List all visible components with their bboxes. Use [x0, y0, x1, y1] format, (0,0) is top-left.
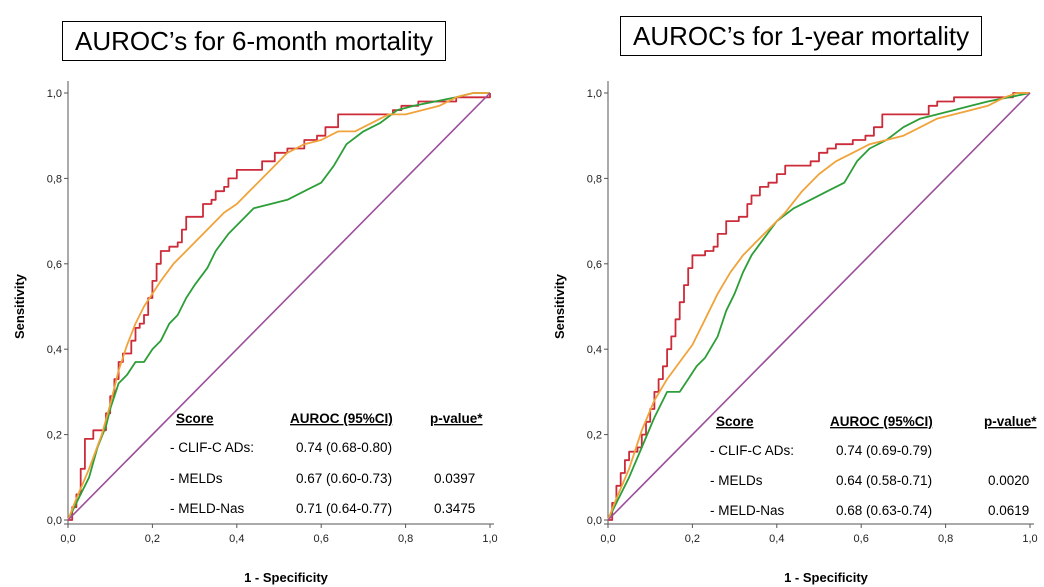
- table-cell: 0.0020: [988, 473, 1029, 488]
- y-tick-label: 1,0: [47, 88, 62, 100]
- table-cell: 0.68 (0.63-0.74): [836, 503, 932, 518]
- table-cell: 0.0619: [988, 503, 1029, 518]
- x-tick-label: 0,0: [60, 533, 75, 545]
- table-cell: - CLIF-C ADs:: [170, 440, 254, 455]
- table-header-p-value: p-value*: [984, 414, 1037, 429]
- table-cell: 0.67 (0.60-0.73): [296, 471, 392, 486]
- chart-panel-6-month: 0,0 0,2 0,4 0,6 0,8 1,0 0,0 0,2 0,4 0,6 0,8 1,0 1 - …: [12, 21, 498, 585]
- roc-curve-melds: [67, 92, 490, 521]
- table-header-score: Score: [716, 414, 754, 429]
- x-tick-label: 0,2: [145, 533, 160, 545]
- roc-curve-melds: [607, 92, 1031, 521]
- table-cell: 0.64 (0.58-0.71): [836, 473, 932, 488]
- table-header-auroc: AUROC (95%CI): [830, 414, 933, 429]
- table-cell: - MELD-Nas: [170, 501, 245, 516]
- x-axis-label: 1 - Specificity: [244, 570, 329, 585]
- table-header-p-value: p-value*: [430, 411, 483, 426]
- roc-curve-clif-c-ads: [608, 92, 1030, 521]
- y-tick-label: 0,0: [587, 515, 602, 527]
- y-tick-label: 0,4: [47, 344, 62, 356]
- roc-chart-6-month: 0,0 0,2 0,4 0,6 0,8 1,0 0,0 0,2 0,4 0,6 0,8 1,0 1 - …: [12, 81, 498, 585]
- x-tick-label: 0,2: [685, 533, 700, 545]
- y-axis-label: Sensitivity: [552, 273, 567, 339]
- y-tick-label: 0,6: [47, 259, 62, 271]
- x-tick-label: 0,6: [854, 533, 869, 545]
- table-header-score: Score: [176, 411, 214, 426]
- y-axis-label: Sensitivity: [12, 273, 27, 339]
- table-cell: 0.74 (0.69-0.79): [836, 443, 932, 458]
- roc-curve-meld-nas: [607, 92, 1030, 521]
- chart-panel-1-year: 0,0 0,2 0,4 0,6 0,8 1,0 0,0 0,2 0,4 0,6 0,8 1,0 1 - …: [522, 0, 1044, 587]
- x-tick-label: 0,0: [600, 533, 615, 545]
- x-tick-label: 0,4: [229, 533, 244, 545]
- roc-chart-1-year: 0,0 0,2 0,4 0,6 0,8 1,0 0,0 0,2 0,4 0,6 0,8 1,0 1 - …: [552, 81, 1038, 585]
- y-tick-label: 0,6: [587, 259, 602, 271]
- y-tick-label: 0,2: [587, 430, 602, 442]
- x-tick-label: 0,8: [938, 533, 953, 545]
- table-cell: - MELDs: [710, 473, 763, 488]
- x-tick-label: 1,0: [1022, 533, 1037, 545]
- x-tick-label: 0,4: [769, 533, 784, 545]
- table-header-auroc: AUROC (95%CI): [290, 411, 393, 426]
- chart-title: AUROC’s for 6-month mortality: [62, 21, 446, 61]
- table-cell: - CLIF-C ADs:: [710, 443, 794, 458]
- table-cell: 0.0397: [434, 471, 475, 486]
- chart-title: AUROC’s for 1-year mortality: [620, 16, 983, 56]
- y-tick-label: 0,8: [47, 173, 62, 185]
- table-cell: - MELDs: [170, 471, 223, 486]
- x-tick-label: 0,8: [398, 533, 413, 545]
- x-axis-label: 1 - Specificity: [784, 570, 869, 585]
- table-cell: 0.71 (0.64-0.77): [296, 501, 392, 516]
- y-tick-label: 0,2: [47, 430, 62, 442]
- reference-diagonal: [67, 92, 491, 521]
- roc-curve-meld-nas: [67, 92, 490, 521]
- x-tick-label: 1,0: [482, 533, 497, 545]
- y-tick-label: 0,8: [587, 173, 602, 185]
- reference-diagonal: [607, 92, 1031, 521]
- y-tick-label: 0,0: [47, 515, 62, 527]
- y-tick-label: 0,4: [587, 344, 602, 356]
- x-tick-label: 0,6: [314, 533, 329, 545]
- table-cell: - MELD-Nas: [710, 503, 785, 518]
- table-cell: 0.74 (0.68-0.80): [296, 440, 392, 455]
- table-cell: 0.3475: [434, 501, 475, 516]
- y-tick-label: 1,0: [587, 88, 602, 100]
